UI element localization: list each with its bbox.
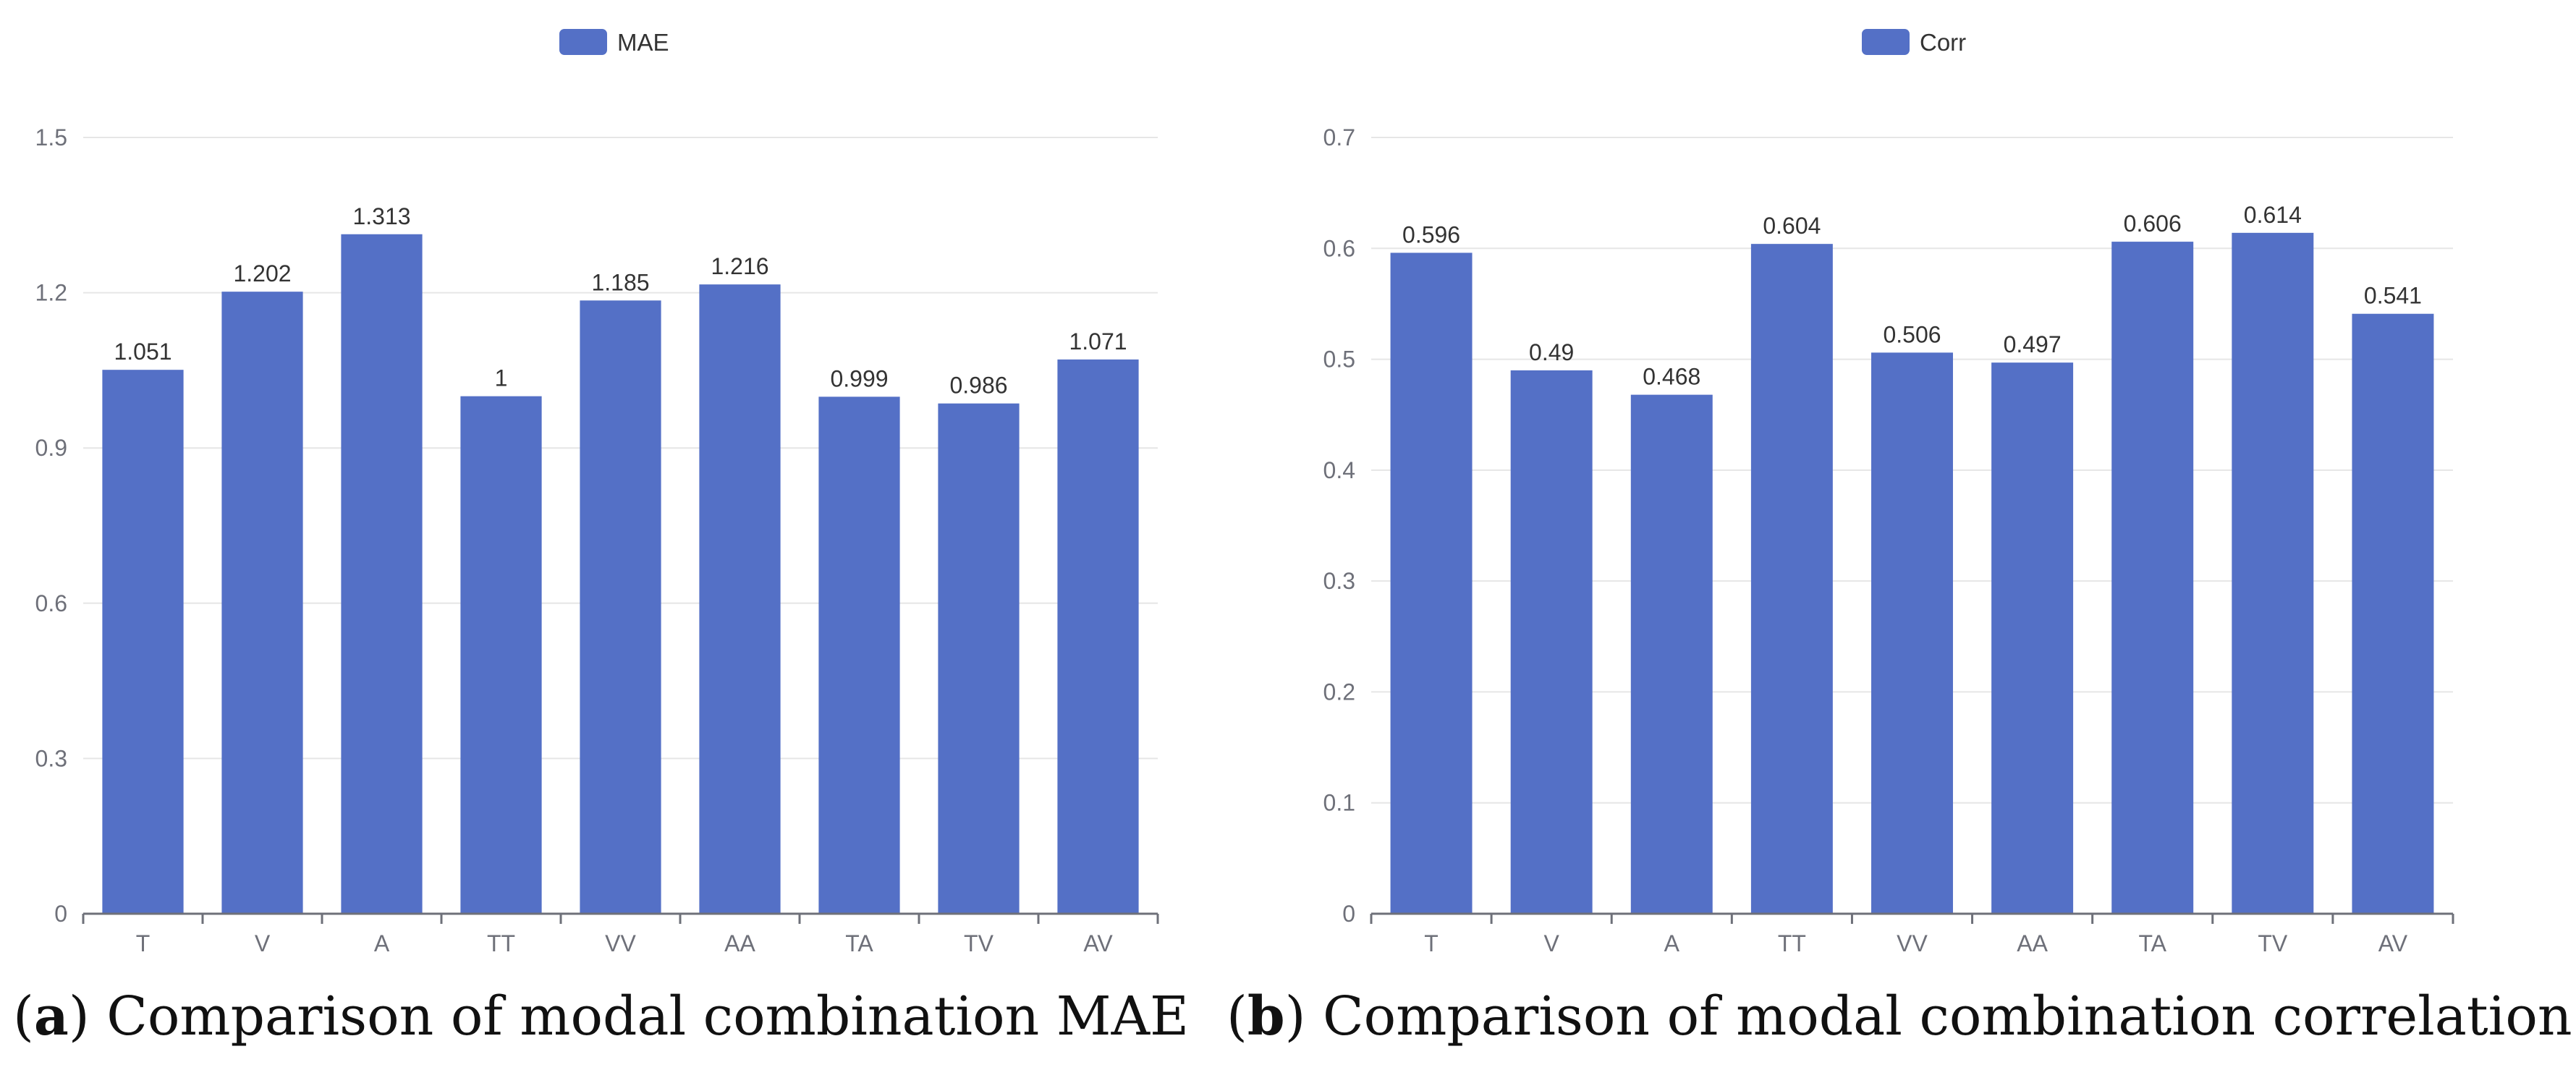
y-tick-label: 1.2 <box>35 280 67 306</box>
data-label: 0.606 <box>2124 211 2182 237</box>
data-label: 0.604 <box>1763 213 1821 239</box>
bar <box>938 403 1020 914</box>
y-tick-label: 0.2 <box>1323 679 1355 705</box>
bar <box>460 396 542 914</box>
legend-label: Corr <box>1920 29 1966 56</box>
legend: Corr <box>1862 29 1966 56</box>
x-tick-label: V <box>255 930 271 956</box>
x-tick-label: A <box>1664 930 1680 956</box>
data-label: 1.216 <box>711 253 768 279</box>
caption-a-text: Comparison of modal combination MAE <box>106 985 1190 1048</box>
data-label: 1.071 <box>1069 328 1127 354</box>
bar <box>2352 313 2434 914</box>
y-tick-label: 0.4 <box>1323 457 1355 483</box>
x-tick-label: A <box>374 930 390 956</box>
x-tick-label: AV <box>1083 930 1113 956</box>
data-label: 1.313 <box>352 203 410 229</box>
x-tick-label: AV <box>2378 930 2408 956</box>
caption-b-tag: b <box>1247 985 1285 1048</box>
data-label: 0.49 <box>1529 339 1574 365</box>
x-tick-label: T <box>136 930 151 956</box>
x-tick-label: TA <box>2138 930 2166 956</box>
chart-mae: MAE 0 0.3 0.6 0.9 1.2 1.5 1.051 T 1.202 V 1.313 A 1 TT… <box>35 29 1159 956</box>
y-tick-label: 0.6 <box>1323 235 1355 261</box>
x-tick-label: VV <box>1897 930 1928 956</box>
data-label: 0.614 <box>2244 202 2302 228</box>
x-tick-label: TA <box>845 930 873 956</box>
caption-a: (a) Comparison of modal combination MAE <box>13 985 1190 1048</box>
bar <box>341 234 423 914</box>
x-tick-label: AA <box>724 930 755 956</box>
bar <box>1057 359 1139 914</box>
bar <box>1991 362 2074 914</box>
bar <box>580 300 661 914</box>
x-tick-label: T <box>1424 930 1439 956</box>
legend: MAE <box>559 29 669 56</box>
data-label: 0.999 <box>830 365 888 391</box>
bar <box>1630 394 1713 914</box>
y-tick-label: 0.9 <box>35 435 67 461</box>
y-tick-label: 0.3 <box>1323 568 1355 594</box>
legend-label: MAE <box>617 29 669 56</box>
data-label: 0.986 <box>949 373 1007 399</box>
y-tick-label: 0.7 <box>1323 124 1355 150</box>
bar <box>1390 252 1473 914</box>
bar <box>1750 244 1833 914</box>
y-tick-label: 0.6 <box>35 590 67 616</box>
data-label: 0.541 <box>2364 283 2422 309</box>
y-tick-label: 0 <box>54 901 67 927</box>
caption-b-text: Comparison of modal combination correlat… <box>1323 985 2572 1048</box>
data-label: 1.185 <box>591 269 649 295</box>
caption-a-tag: a <box>33 985 69 1048</box>
x-tick-label: VV <box>605 930 636 956</box>
bar <box>1871 352 1953 914</box>
x-tick-label: TT <box>487 930 515 956</box>
data-label: 0.468 <box>1643 364 1700 390</box>
bar <box>1510 370 1593 914</box>
x-tick-label: TV <box>2258 930 2288 956</box>
data-label: 0.497 <box>2004 331 2062 357</box>
bar <box>818 396 900 914</box>
data-label: 1 <box>495 365 508 391</box>
data-label: 0.506 <box>1883 321 1941 347</box>
bar <box>2111 242 2194 914</box>
y-tick-label: 0.1 <box>1323 790 1355 816</box>
bar <box>699 284 781 914</box>
x-tick-label: AA <box>2017 930 2048 956</box>
data-label: 0.596 <box>1402 221 1460 247</box>
chart-corr: Corr 0 0.1 0.2 0.3 0.4 0.5 0.6 0.7 0.596 T 0.49 V 0.4… <box>1323 29 2454 956</box>
y-tick-label: 0 <box>1342 901 1355 927</box>
bar <box>102 370 184 914</box>
y-tick-label: 0.3 <box>35 745 67 771</box>
legend-swatch <box>1862 29 1910 55</box>
data-label: 1.051 <box>114 339 171 365</box>
x-tick-label: TV <box>964 930 994 956</box>
legend-swatch <box>559 29 607 55</box>
bar <box>2232 232 2314 914</box>
x-tick-label: V <box>1543 930 1559 956</box>
caption-b: (b) Comparison of modal combination corr… <box>1226 985 2572 1048</box>
bar <box>221 292 303 914</box>
y-tick-label: 1.5 <box>35 124 67 150</box>
x-tick-label: TT <box>1778 930 1806 956</box>
y-tick-label: 0.5 <box>1323 347 1355 373</box>
data-label: 1.202 <box>233 260 291 286</box>
